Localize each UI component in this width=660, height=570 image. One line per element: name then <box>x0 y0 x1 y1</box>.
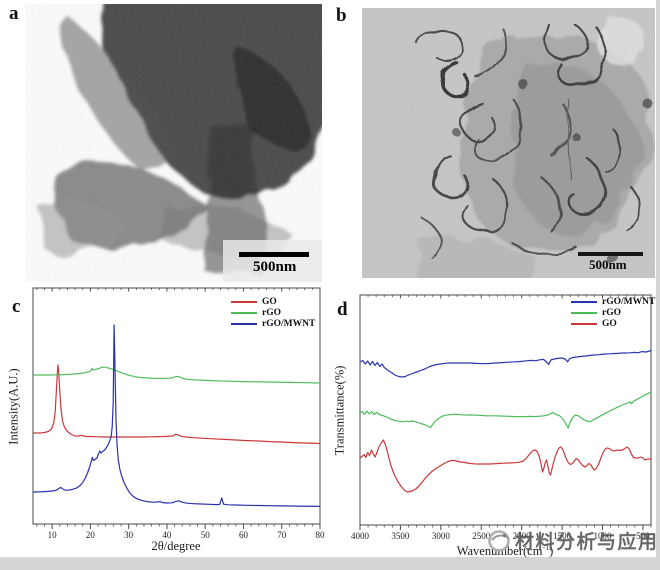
legend-line <box>231 322 257 325</box>
legend-line <box>231 311 257 314</box>
legend-line <box>571 311 597 314</box>
xrd-y-axis-title: Intensity(A.U.) <box>6 368 21 445</box>
x-tick-label: 3500 <box>391 531 410 541</box>
legend-label: rGO <box>602 307 621 318</box>
figure-canvas: a <box>0 0 659 559</box>
plot-frame <box>359 294 652 526</box>
panel-b-label: b <box>336 5 347 26</box>
plot-frame <box>32 287 321 525</box>
panel-c-label: c <box>12 296 21 317</box>
legend-item: rGO <box>231 307 315 318</box>
legend-label: GO <box>602 318 617 329</box>
tem-image-b <box>362 8 655 278</box>
x-tick-label: 60 <box>239 530 249 540</box>
legend-item: GO <box>231 296 315 307</box>
scale-bar-a-label: 500nm <box>253 259 297 275</box>
x-tick-label: 10 <box>48 530 58 540</box>
legend-item: rGO <box>571 307 655 318</box>
ftir-chart-svg: 4000 3500 3000 2500 2000 1500 1000 500 <box>351 294 652 541</box>
series-rGO/MWNT <box>33 324 321 507</box>
legend-line <box>571 300 597 303</box>
legend-label: rGO <box>262 307 281 318</box>
x-tick-label: 3000 <box>432 531 451 541</box>
xrd-chart-svg: 10 20 30 40 50 60 70 80 <box>32 287 326 540</box>
x-tick-label: 1500 <box>553 531 572 541</box>
x-tick-label: 20 <box>86 530 96 540</box>
legend-item: rGO/MWNT <box>571 296 655 307</box>
series-GO <box>33 364 321 445</box>
xrd-legend: GO rGO rGO/MWNT <box>231 296 315 329</box>
x-tick-label: 2500 <box>472 531 491 541</box>
tem-image-a-art <box>25 4 322 282</box>
legend-label: rGO/MWNT <box>602 296 656 307</box>
x-tick-label: 500 <box>636 531 650 541</box>
legend-item: rGO/MWNT <box>231 318 315 329</box>
legend-label: rGO/MWNT <box>262 318 316 329</box>
watermark: 材料分析与应用 <box>486 524 659 556</box>
x-tick-label: 2000 <box>513 531 532 541</box>
x-tick-label: 1000 <box>594 531 613 541</box>
x-tick-label: 40 <box>162 530 172 540</box>
ftir-x-axis-title-sup: -1 <box>542 543 550 552</box>
xrd-x-axis-title: 2θ/degree <box>151 539 201 553</box>
series-rGO <box>33 366 321 384</box>
ftir-y-axis-title: Transmittance(%) <box>332 365 347 456</box>
x-tick-label: 70 <box>277 530 287 540</box>
scale-bar-b-label: 500nm <box>589 257 627 272</box>
x-tick-label: 50 <box>201 530 211 540</box>
watermark-logo-icon <box>488 530 510 552</box>
panel-d-label: d <box>337 299 348 320</box>
tem-image-b-art <box>362 8 655 278</box>
ftir-legend: rGO/MWNT rGO GO <box>571 296 655 329</box>
ftir-x-axis-title-suffix: ) <box>549 544 554 559</box>
watermark-text: 材料分析与应用 <box>515 531 659 553</box>
legend-label: GO <box>262 296 277 307</box>
panel-a-label: a <box>9 3 19 24</box>
series-rGO <box>359 391 652 429</box>
tem-image-a <box>25 4 322 282</box>
x-tick-label: 4000 <box>351 531 370 541</box>
series-rGO/MWNT <box>359 349 652 378</box>
scale-bar-a <box>239 252 309 257</box>
legend-item: GO <box>571 318 655 329</box>
legend-line <box>571 322 597 325</box>
x-tick-label: 30 <box>124 530 134 540</box>
series-GO <box>359 439 651 493</box>
legend-line <box>231 300 257 303</box>
scale-bar-b <box>578 252 643 256</box>
x-tick-label: 80 <box>316 530 326 540</box>
